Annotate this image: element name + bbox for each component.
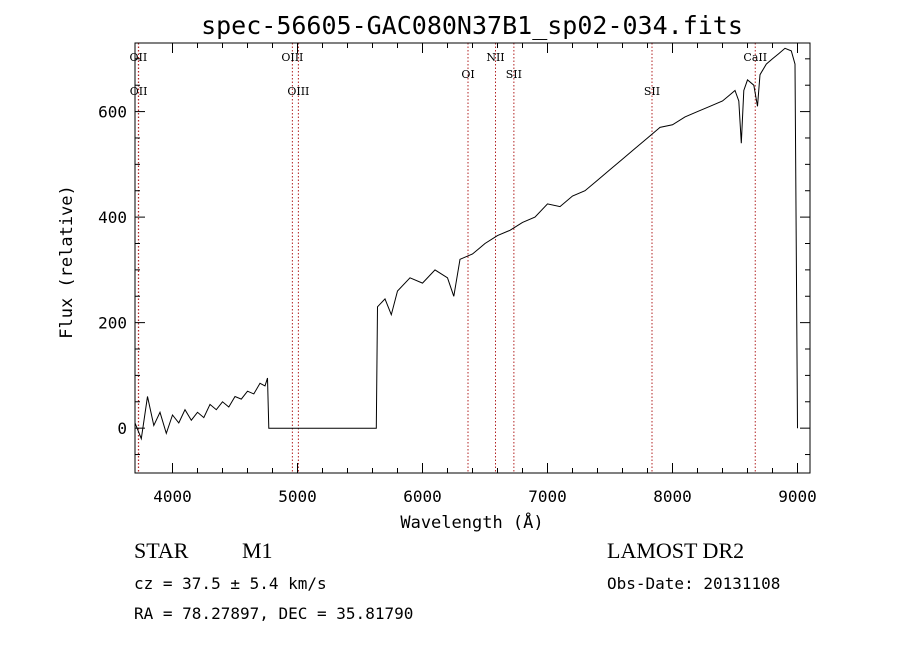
emission-line-label-1: OII <box>130 85 148 98</box>
class-label: STAR <box>134 538 189 563</box>
y-tick-label-400: 400 <box>98 208 127 227</box>
emission-line-label-6: SII <box>506 68 522 81</box>
axes-layer: 4000 5000 6000 7000 8000 9000 0 200 400 600 <box>98 42 817 506</box>
emission-line-label-7: SII <box>644 85 660 98</box>
x-tick-label-8000: 8000 <box>653 487 692 506</box>
emission-line-label-8: CaII <box>743 51 767 64</box>
chart-title: spec-56605-GAC080N37B1_sp02-034.fits <box>201 11 743 40</box>
plot-frame <box>134 42 811 474</box>
y-tick-label-0: 0 <box>117 419 127 438</box>
x-axis-label: Wavelength (Å) <box>400 511 543 533</box>
spectrum-line-0 <box>134 47 798 441</box>
subclass-label: M1 <box>242 538 273 563</box>
emission-line-label-2: OIII <box>281 51 303 64</box>
x-tick-label-9000: 9000 <box>778 487 817 506</box>
obs-date-text: Obs-Date: 20131108 <box>607 574 781 593</box>
ra-dec-text: RA = 78.27897, DEC = 35.81790 <box>134 604 414 623</box>
x-tick-label-7000: 7000 <box>528 487 567 506</box>
series-layer <box>134 47 798 441</box>
x-tick-label-6000: 6000 <box>403 487 442 506</box>
emission-line-label-3: OIII <box>287 85 309 98</box>
x-tick-label-4000: 4000 <box>153 487 192 506</box>
y-tick-label-200: 200 <box>98 314 127 333</box>
y-tick-label-600: 600 <box>98 103 127 122</box>
redshift-text: cz = 37.5 ± 5.4 km/s <box>134 574 327 593</box>
emission-line-label-4: OI <box>461 68 474 81</box>
y-axis-label: Flux (relative) <box>57 185 77 339</box>
survey-label: LAMOST DR2 <box>607 538 745 563</box>
emission-line-label-5: NII <box>486 51 504 64</box>
x-tick-label-5000: 5000 <box>278 487 317 506</box>
